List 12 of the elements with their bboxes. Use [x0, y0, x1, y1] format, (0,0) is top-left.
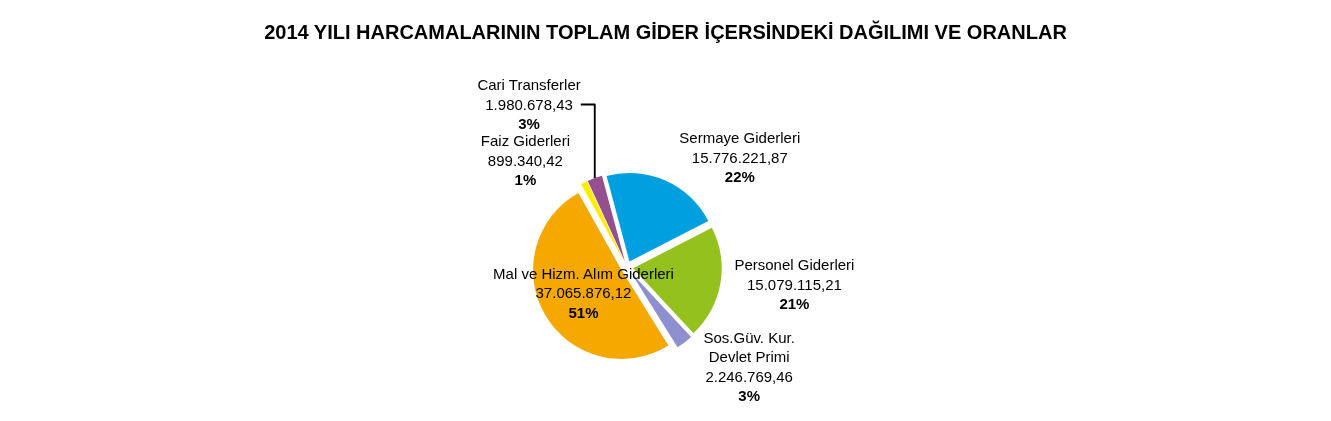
slice-label: Sos.Güv. Kur. Devlet Primi [703, 328, 795, 366]
data-label: 15.776.221,87 22% [691, 148, 788, 186]
chart-title: 2014 YILI HARCAMALARININ TOPLAM GİDER İÇERSİNDEKİ DAĞILIMI VE ORANLAR [264, 20, 1068, 44]
data-label: 1.980.678,43 3% [485, 95, 573, 133]
data-label: 15.079.115,21 21% [747, 275, 842, 313]
data-label: 899.340,42 1% [487, 151, 563, 189]
slice-label: Personel Giderleri [734, 256, 855, 274]
slice-label: Faiz Giderleri [480, 132, 570, 150]
slice-label: Cari Transferler [477, 76, 581, 94]
slice-label: Sermaye Giderleri [679, 129, 801, 147]
data-label: 2.246.769,46 3% [705, 367, 793, 405]
data-label: 37.065.876,12 51% [535, 284, 632, 321]
